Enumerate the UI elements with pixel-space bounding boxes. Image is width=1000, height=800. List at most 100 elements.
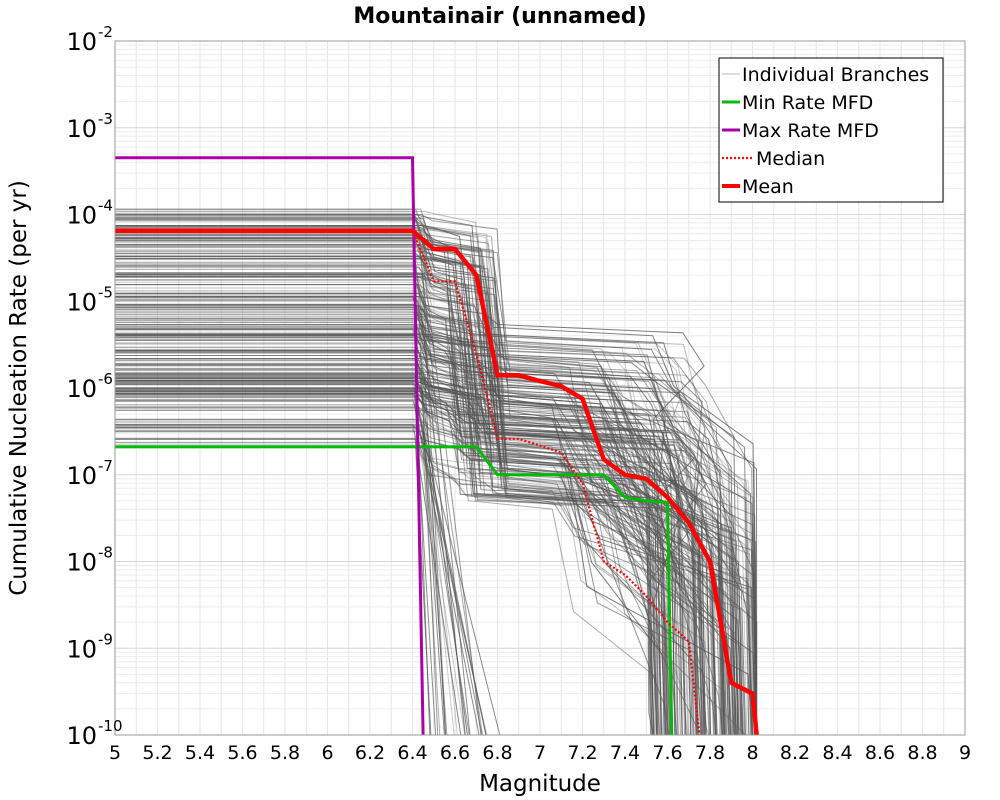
y-tick-base: 10	[66, 115, 97, 143]
branch-line	[115, 443, 722, 736]
x-tick-label: 8.8	[907, 742, 937, 764]
x-tick-label: 9	[959, 742, 971, 764]
branch-line	[115, 392, 458, 736]
y-tick-exponent: -5	[98, 283, 113, 301]
y-tick-exponent: -9	[98, 630, 113, 648]
series-max-rate-mfd-line	[115, 156, 425, 736]
y-tick-label: 10 -5	[66, 283, 113, 316]
branch-line	[115, 281, 727, 736]
branch-line	[115, 391, 702, 736]
branch-line	[115, 324, 431, 736]
branch-line	[115, 264, 482, 736]
x-tick-label: 6.6	[440, 742, 470, 764]
individual-branches	[115, 208, 758, 736]
y-tick-label: 10 -10	[66, 717, 122, 750]
legend-label: Individual Branches	[742, 64, 929, 86]
x-tick-label: 6.8	[482, 742, 512, 764]
branch-line	[115, 323, 656, 736]
legend-label: Min Rate MFD	[742, 92, 873, 114]
x-tick-label: 7.4	[610, 742, 640, 764]
branch-line	[115, 238, 697, 736]
branch-line	[115, 358, 705, 736]
branch-line	[115, 377, 446, 736]
branch-line	[115, 297, 750, 736]
y-tick-label: 10 -9	[66, 630, 113, 663]
branch-line	[115, 225, 732, 736]
x-tick-label: 6.4	[397, 742, 427, 764]
branch-line	[115, 215, 725, 736]
branch-line	[115, 327, 651, 736]
x-tick-label: 5.4	[185, 742, 215, 764]
series-mean-line	[115, 228, 759, 736]
x-tick-label: 8	[746, 742, 758, 764]
branch-line	[115, 393, 707, 736]
branch-line	[115, 236, 732, 736]
branch-line	[115, 409, 455, 736]
x-tick-label: 5.8	[270, 742, 300, 764]
branch-line	[115, 296, 653, 736]
branch-line	[115, 379, 721, 736]
legend-box	[718, 57, 944, 203]
x-tick-label: 7.2	[567, 742, 597, 764]
branch-line	[115, 365, 739, 736]
x-tick-label: 5.6	[227, 742, 257, 764]
y-axis-ticks: 10-210-310-410-510-610-710-810-910-10	[66, 23, 122, 750]
x-tick-label: 8.2	[780, 742, 810, 764]
branch-line	[115, 390, 657, 736]
y-tick-base: 10	[66, 549, 97, 577]
branch-line	[115, 279, 710, 736]
y-tick-label: 10 -3	[66, 110, 113, 143]
y-tick-base: 10	[66, 28, 97, 56]
branch-line	[115, 238, 756, 736]
branch-line	[115, 336, 758, 736]
y-tick-base: 10	[66, 635, 97, 663]
branch-line	[115, 304, 717, 736]
y-tick-base: 10	[66, 722, 97, 750]
branch-line	[115, 400, 487, 736]
x-tick-label: 5.2	[142, 742, 172, 764]
branch-line	[115, 292, 676, 736]
y-tick-label: 10 -6	[66, 370, 113, 403]
chart-title: Mountainair (unnamed)	[353, 4, 646, 29]
branch-line	[115, 212, 711, 736]
branch-line	[115, 234, 743, 736]
series-min-rate-mfd-line	[115, 445, 674, 736]
legend-label: Mean	[742, 176, 794, 198]
branch-line	[115, 268, 757, 736]
branch-line	[115, 431, 501, 736]
y-tick-exponent: -3	[98, 110, 113, 128]
y-tick-exponent: -10	[98, 717, 123, 735]
branch-line	[115, 355, 687, 736]
branch-line	[115, 339, 483, 736]
branch-line	[115, 360, 717, 736]
branch-line	[115, 321, 757, 736]
branch-line	[115, 246, 471, 736]
legend: Individual Branches Min Rate MFD Max Rate …	[718, 57, 944, 203]
x-tick-label: 8.4	[822, 742, 852, 764]
y-tick-base: 10	[66, 375, 97, 403]
branch-line	[115, 363, 468, 736]
x-tick-label: 7.8	[695, 742, 725, 764]
branch-line	[115, 419, 752, 736]
y-axis-label: Cumulative Nucleation Rate (per yr)	[6, 180, 32, 596]
y-tick-label: 10 -8	[66, 544, 113, 577]
legend-label: Median	[756, 148, 825, 170]
branch-line	[115, 304, 689, 736]
y-tick-label: 10 -2	[66, 23, 113, 56]
x-tick-label: 6.2	[355, 742, 385, 764]
y-tick-exponent: -6	[98, 370, 113, 388]
y-tick-exponent: -2	[98, 23, 113, 41]
branch-line	[115, 230, 696, 736]
y-tick-exponent: -7	[98, 457, 113, 475]
branch-line	[115, 328, 662, 736]
y-tick-exponent: -8	[98, 544, 113, 562]
branch-line	[115, 438, 753, 736]
branch-line	[115, 329, 669, 736]
x-tick-label: 7.6	[652, 742, 682, 764]
y-tick-base: 10	[66, 202, 97, 230]
branch-line	[115, 257, 756, 736]
x-tick-label: 5	[109, 742, 121, 764]
branch-line	[115, 272, 655, 736]
legend-label: Max Rate MFD	[742, 120, 879, 142]
branch-line	[115, 350, 723, 736]
